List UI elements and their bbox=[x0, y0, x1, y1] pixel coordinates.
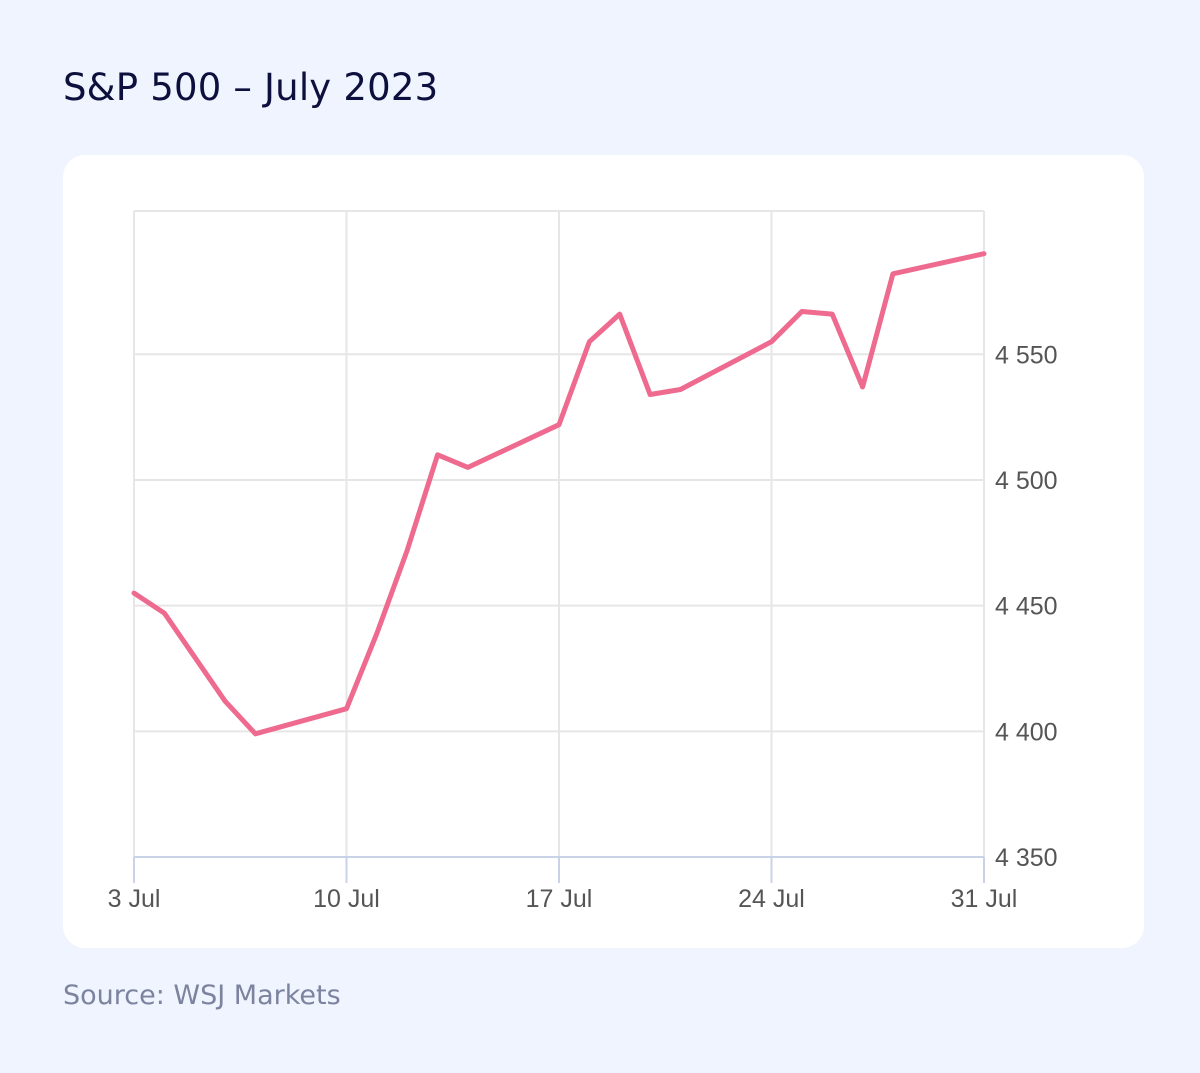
series bbox=[131, 251, 987, 737]
chart-card: 3 Jul 10 Jul 17 Jul 24 Jul 31 Jul 4 350 4 400… bbox=[63, 155, 1144, 948]
y-tick-label: 4 400 bbox=[995, 718, 1058, 746]
x-tick-label: 3 Jul bbox=[108, 885, 161, 913]
grid bbox=[133, 210, 985, 857]
x-tick-label: 31 Jul bbox=[951, 885, 1018, 913]
x-tick-labels: 3 Jul 10 Jul 17 Jul 24 Jul 31 Jul bbox=[108, 885, 1018, 913]
y-tick-labels: 4 350 4 400 4 450 4 500 4 550 bbox=[995, 341, 1058, 872]
line-chart: 3 Jul 10 Jul 17 Jul 24 Jul 31 Jul 4 350 4 400… bbox=[108, 210, 1058, 913]
x-tick-label: 24 Jul bbox=[738, 885, 805, 913]
y-tick-label: 4 350 bbox=[995, 844, 1058, 872]
y-tick-label: 4 500 bbox=[995, 467, 1058, 495]
y-tick-label: 4 450 bbox=[995, 593, 1058, 621]
y-tick-label: 4 550 bbox=[995, 341, 1058, 369]
series-line bbox=[131, 251, 987, 737]
source-note: Source: WSJ Markets bbox=[63, 980, 341, 1011]
x-tick-label: 17 Jul bbox=[526, 885, 593, 913]
x-tick-label: 10 Jul bbox=[313, 885, 380, 913]
x-axis bbox=[133, 856, 985, 883]
chart-title: S&P 500 – July 2023 bbox=[63, 66, 439, 109]
